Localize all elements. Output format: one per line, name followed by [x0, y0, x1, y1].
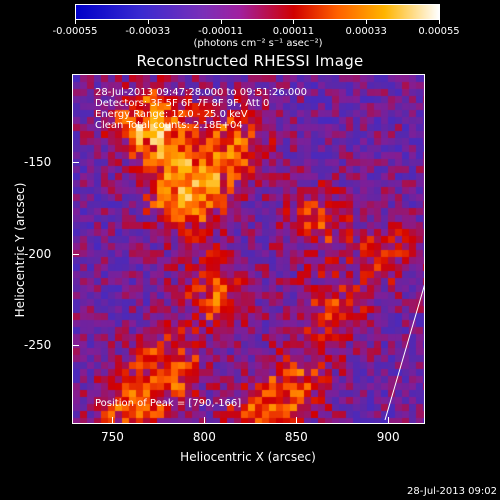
detectors-text: Detectors: 3F 5F 6F 7F 8F 9F, Att 0	[95, 98, 270, 109]
clean-counts-text: Clean Total counts: 2.18E+04	[95, 120, 243, 131]
peak-position-text: Position of Peak = [790,-166]	[95, 398, 242, 409]
colorbar-tick-label: 0.00033	[345, 26, 387, 37]
y-tick-label: -200	[24, 246, 52, 261]
heatmap-image	[73, 75, 424, 423]
x-tick-label: 800	[192, 430, 216, 444]
colorbar-tick-label: -0.00055	[52, 26, 98, 37]
timestamp: 28-Jul-2013 09:02	[406, 486, 497, 497]
colorbar-tick-label: -0.00033	[125, 26, 171, 37]
colorbar-tick	[147, 20, 149, 24]
solar-limb-line	[384, 285, 424, 421]
colorbar	[75, 4, 440, 20]
colorbar-tick	[75, 20, 76, 24]
time-range-text: 28-Jul-2013 09:47:28.000 to 09:51:26.000	[95, 87, 307, 98]
colorbar-tick	[439, 20, 440, 24]
y-tick-label: -150	[24, 154, 52, 169]
y-tick	[72, 161, 79, 163]
x-axis-label: Heliocentric X (arcsec)	[180, 450, 316, 464]
energy-range-text: Energy Range: 12.0 - 25.0 keV	[95, 109, 248, 120]
colorbar-tick	[366, 20, 368, 24]
x-tick	[112, 417, 114, 424]
colorbar-tick	[293, 20, 295, 24]
x-tick	[296, 417, 298, 424]
image-plot: 28-Jul-2013 09:47:28.000 to 09:51:26.000…	[72, 74, 425, 424]
colorbar-tick-label: 0.00055	[418, 26, 460, 37]
y-tick	[72, 345, 79, 347]
y-tick-label: -250	[24, 338, 52, 353]
colorbar-tick	[220, 20, 222, 24]
x-tick-label: 900	[376, 430, 400, 444]
colorbar-units: (photons cm⁻² s⁻¹ asec⁻²)	[193, 38, 323, 49]
colorbar-tick-label: 0.00011	[272, 26, 315, 37]
limb-overlay	[384, 285, 424, 421]
y-tick	[72, 253, 79, 255]
x-tick-label: 850	[284, 430, 308, 444]
x-tick-label: 750	[100, 430, 124, 444]
x-tick	[388, 417, 390, 424]
plot-title: Reconstructed RHESSI Image	[136, 52, 364, 70]
x-tick	[204, 417, 206, 424]
y-axis-label: Heliocentric Y (arcsec)	[13, 182, 27, 318]
colorbar-tick-label: -0.00011	[198, 26, 244, 37]
